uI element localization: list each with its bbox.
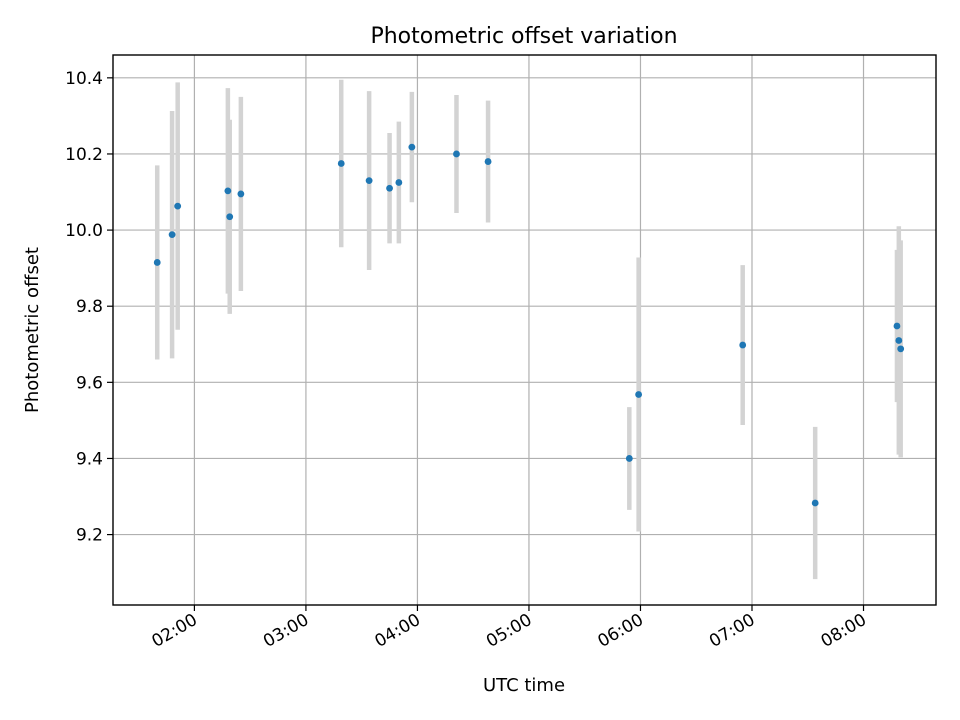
x-tick-label: 07:00 [706, 610, 758, 652]
data-point [893, 322, 901, 330]
y-tick-label: 10.0 [65, 221, 103, 241]
x-tick-label: 04:00 [372, 610, 424, 652]
x-axis-label: UTC time [483, 675, 565, 696]
data-point [408, 143, 416, 151]
data-point [224, 187, 232, 195]
y-tick-label: 10.4 [65, 69, 103, 89]
data-point [337, 160, 345, 167]
x-tick-label: 05:00 [483, 610, 535, 652]
data-point [237, 190, 245, 198]
y-tick-label: 10.2 [65, 145, 103, 165]
x-axis-ticks: 02:00 03:00 04:00 05:00 06:00 07:00 08:00 [148, 605, 870, 652]
data-point [635, 391, 643, 398]
y-tick-label: 9.4 [76, 449, 103, 469]
data-point [226, 213, 234, 221]
data-point [625, 455, 633, 462]
x-tick-label: 08:00 [818, 610, 870, 652]
data-point [153, 259, 161, 266]
data-point [365, 177, 373, 185]
y-tick-label: 9.2 [76, 526, 103, 546]
y-axis-ticks: 9.2 9.4 9.6 9.8 10.0 10.2 10.4 [65, 69, 113, 546]
data-points [153, 143, 905, 507]
x-tick-label: 03:00 [260, 610, 312, 652]
plot-area-frame [112, 54, 937, 606]
chart-title: Photometric offset variation [370, 24, 677, 49]
y-tick-label: 9.6 [76, 373, 103, 393]
data-point [453, 150, 460, 158]
data-point [484, 158, 492, 165]
grid-lines [113, 55, 936, 605]
y-tick-label: 9.8 [76, 297, 103, 317]
data-point [386, 184, 393, 192]
y-axis-label: Photometric offset [22, 247, 43, 413]
data-point [174, 202, 182, 210]
data-point [739, 341, 747, 349]
data-point [895, 337, 903, 344]
data-point [811, 499, 819, 507]
data-point [395, 179, 403, 186]
x-tick-label: 02:00 [148, 610, 200, 652]
x-tick-label: 06:00 [595, 610, 647, 652]
data-point [168, 231, 176, 239]
data-point [897, 345, 905, 353]
